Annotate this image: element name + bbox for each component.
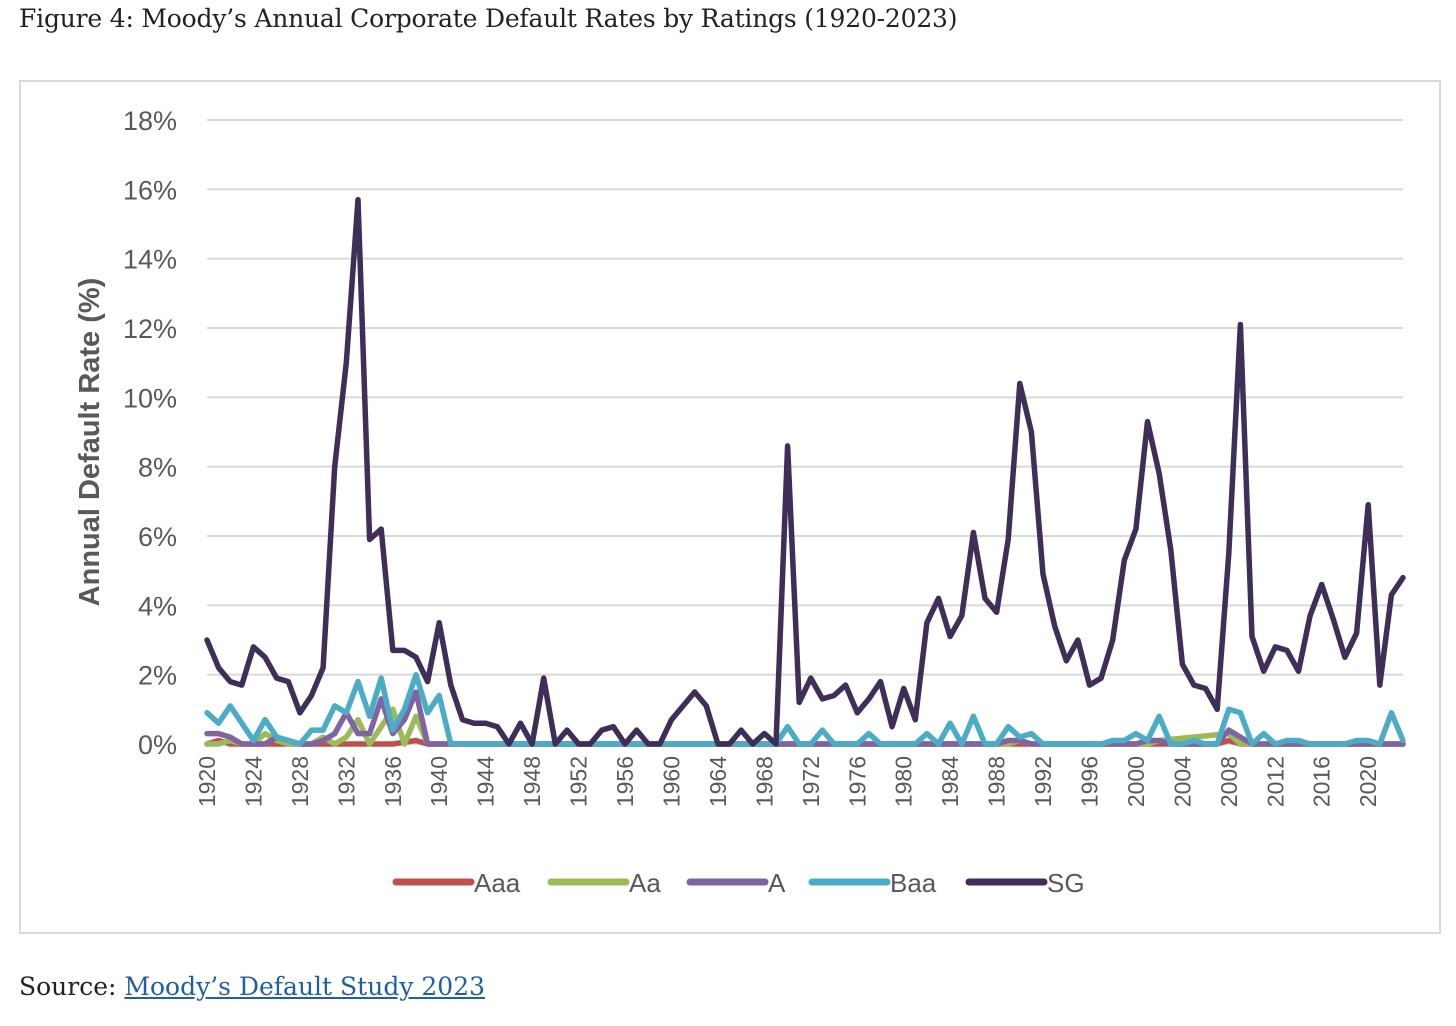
x-tick-label: 1980 <box>891 756 917 807</box>
x-tick-label: 2004 <box>1169 756 1195 807</box>
x-tick-label: 1956 <box>612 756 638 807</box>
x-tick-label: 1932 <box>333 756 359 807</box>
source-prefix: Source: <box>19 972 125 1001</box>
y-axis-ticks: 0% 2% 4% 6% 8% 10% 12% 14% 16% 18% <box>123 106 177 760</box>
y-tick-label: 14% <box>123 245 177 275</box>
series-line-aa <box>204 706 1406 747</box>
legend-label-a: A <box>768 868 786 898</box>
y-tick-label: 10% <box>123 383 177 413</box>
line-chart: 0%2%4%6%8%10%12%14%16%18% 1920 1924 1928 19… <box>74 106 1406 898</box>
y-tick-label: 8% <box>138 453 177 483</box>
y-tick-label: 12% <box>123 314 177 344</box>
y-axis-title: Annual Default Rate (%) <box>74 278 106 607</box>
x-tick-label: 2008 <box>1216 756 1242 807</box>
legend: Aaa Aa A Baa SG <box>392 868 1085 898</box>
legend-label-baa: Baa <box>890 868 937 898</box>
legend-label-aaa: Aaa <box>474 868 521 898</box>
series-line-baa <box>204 671 1406 747</box>
x-tick-label: 1936 <box>380 756 406 807</box>
x-axis-ticks: 1920 1924 1928 1932 1936 1940 1944 1948 1952 1956… <box>194 756 1381 807</box>
chart-frame: 0% 2% 4% 6% 8% 10% 12% 14% 16% 18% 1920 1924 1928 19… <box>19 80 1441 934</box>
x-tick-label: 1984 <box>937 756 963 807</box>
x-tick-label: 1968 <box>751 756 777 807</box>
y-tick-label: 2% <box>138 661 177 691</box>
x-tick-label: 1964 <box>705 756 731 807</box>
x-tick-label: 1940 <box>426 756 452 807</box>
x-tick-label: 1996 <box>1076 756 1102 807</box>
x-tick-label: 1948 <box>519 756 545 807</box>
x-tick-label: 2020 <box>1355 756 1381 807</box>
source-link[interactable]: Moody’s Default Study 2023 <box>124 972 486 1001</box>
x-tick-label: 2016 <box>1309 756 1335 807</box>
x-tick-label: 1952 <box>566 756 592 807</box>
y-tick-label: 4% <box>138 591 177 621</box>
y-tick-label: 0% <box>138 730 177 760</box>
x-tick-label: 1920 <box>194 756 220 807</box>
x-tick-label: 1992 <box>1030 756 1056 807</box>
figure-caption: Figure 4: Moody’s Annual Corporate Defau… <box>19 4 958 33</box>
gridlines <box>207 119 1403 745</box>
x-tick-label: 2000 <box>1123 756 1149 807</box>
y-tick-label: 6% <box>138 522 177 552</box>
series-line-sg <box>204 196 1406 747</box>
x-tick-label: 1988 <box>984 756 1010 807</box>
x-tick-label: 1972 <box>798 756 824 807</box>
source-line: Source: Moody’s Default Study 2023 <box>19 972 485 1001</box>
x-tick-label: 1928 <box>287 756 313 807</box>
x-tick-label: 1960 <box>658 756 684 807</box>
y-tick-label: 18% <box>123 106 177 136</box>
x-tick-label: 1924 <box>240 756 266 807</box>
x-tick-label: 1976 <box>844 756 870 807</box>
legend-label-aa: Aa <box>629 868 661 898</box>
series-lines <box>204 196 1406 747</box>
x-tick-label: 1944 <box>473 756 499 807</box>
legend-label-sg: SG <box>1047 868 1085 898</box>
y-tick-label: 16% <box>123 175 177 205</box>
x-tick-label: 2012 <box>1262 756 1288 807</box>
